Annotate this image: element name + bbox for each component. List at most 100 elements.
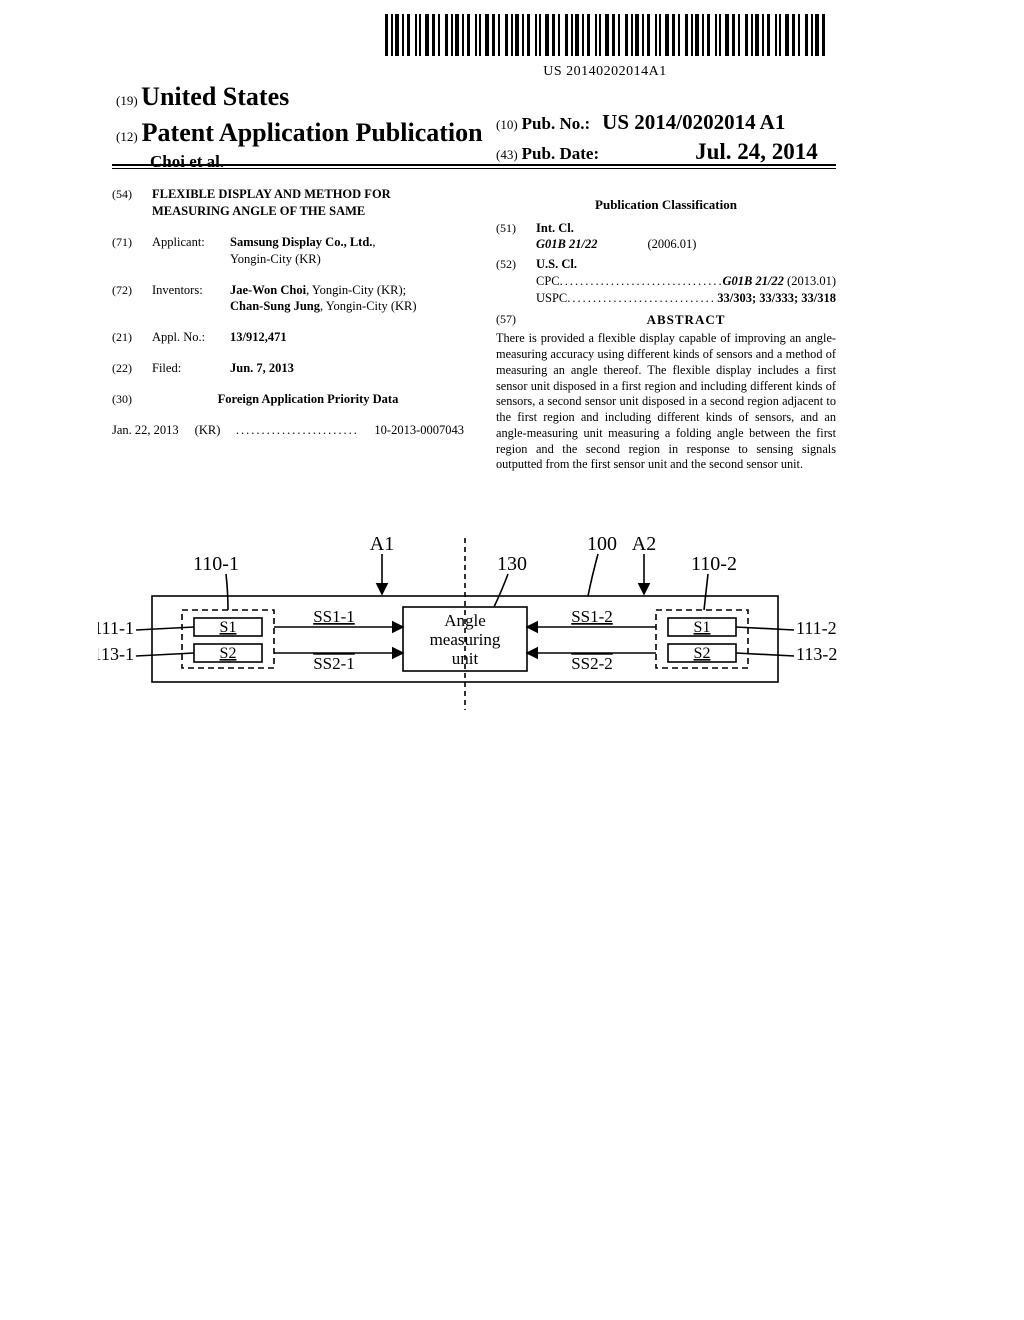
- left-column: (54) FLEXIBLE DISPLAY AND METHOD FOR MEA…: [112, 186, 464, 439]
- leader-111-2: [736, 627, 794, 630]
- country-name: United States: [141, 82, 289, 111]
- label-a2: A2: [632, 534, 656, 555]
- barcode-region: US 20140202014A1: [380, 14, 830, 80]
- field-applicant: (71) Applicant: Samsung Display Co., Ltd…: [112, 234, 464, 268]
- unit-line1: Angle: [444, 611, 486, 630]
- abstract-header: (57) ABSTRACT: [496, 311, 836, 329]
- applicant-label: Applicant:: [152, 234, 230, 268]
- s1-right: S1: [694, 619, 711, 636]
- code-71: (71): [112, 234, 152, 268]
- header-left: (19) United States (12) Patent Applicati…: [116, 82, 483, 172]
- cpc-value: G01B 21/22 (2013.01): [722, 273, 836, 290]
- pubdate-line: (43) Pub. Date: Jul. 24, 2014: [496, 139, 818, 165]
- intcl-code-row: G01B 21/22 (2006.01): [536, 236, 836, 253]
- filed-label: Filed:: [152, 360, 230, 377]
- figure-diagram: A1 100 A2 110-1 130 110-2 111-1 113-1 11…: [98, 534, 838, 714]
- cpc-row: CPC ....................................…: [536, 273, 836, 290]
- field-title: (54) FLEXIBLE DISPLAY AND METHOD FOR MEA…: [112, 186, 464, 220]
- dots: ........................: [220, 422, 374, 439]
- applno-value: 13/912,471: [230, 329, 464, 346]
- label-ss2-1: SS2-1: [313, 654, 355, 673]
- intcl-year: (2006.01): [647, 236, 696, 253]
- field-filed: (22) Filed: Jun. 7, 2013: [112, 360, 464, 377]
- rule-thick: [112, 164, 836, 166]
- document-type: Patent Application Publication: [142, 118, 483, 147]
- label-110-1: 110-1: [193, 553, 239, 575]
- code-21: (21): [112, 329, 152, 346]
- code-54: (54): [112, 186, 152, 220]
- inventor-2: Chan-Sung Jung: [230, 299, 320, 313]
- inventors-label: Inventors:: [152, 282, 230, 316]
- code-19: (19): [116, 93, 138, 108]
- leader-110-1: [226, 574, 228, 610]
- label-113-1: 113-1: [98, 644, 134, 664]
- code-72: (72): [112, 282, 152, 316]
- uspc-label: USPC: [536, 290, 567, 307]
- intcl-row: (51) Int. Cl.: [496, 220, 836, 237]
- field-foreign-hdr: (30) Foreign Application Priority Data: [112, 391, 464, 408]
- figure-svg: A1 100 A2 110-1 130 110-2 111-1 113-1 11…: [98, 534, 838, 714]
- pubno-line: (10) Pub. No.: US 2014/0202014 A1: [496, 110, 818, 135]
- intcl-code: G01B 21/22: [536, 236, 597, 253]
- abstract-label: ABSTRACT: [536, 311, 836, 329]
- priority-date: Jan. 22, 2013: [112, 422, 179, 439]
- code-30: (30): [112, 391, 152, 408]
- title-text: FLEXIBLE DISPLAY AND METHOD FOR MEASURIN…: [152, 186, 464, 220]
- priority-data-row: Jan. 22, 2013 (KR) .....................…: [112, 422, 464, 439]
- barcode-text: US 20140202014A1: [380, 64, 830, 80]
- unit-line3: unit: [452, 649, 479, 668]
- uscl-row: (52) U.S. Cl.: [496, 256, 836, 273]
- header-country-line: (19) United States: [116, 82, 483, 112]
- inventor-2-addr: Yongin-City (KR): [326, 299, 417, 313]
- priority-number: 10-2013-0007043: [374, 422, 464, 439]
- applicant-addr: Yongin-City (KR): [230, 252, 321, 266]
- foreign-hdr: Foreign Application Priority Data: [152, 391, 464, 408]
- leader-113-1: [136, 653, 194, 656]
- leader-113-2: [736, 653, 794, 656]
- authors: Choi et al.: [116, 152, 483, 172]
- pubdate-label: Pub. Date:: [522, 144, 599, 163]
- applicant-value: Samsung Display Co., Ltd., Yongin-City (…: [230, 234, 464, 268]
- leader-130: [494, 574, 508, 607]
- leader-111-1: [136, 627, 194, 630]
- abstract-body: There is provided a flexible display cap…: [496, 331, 836, 473]
- cpc-label: CPC: [536, 273, 560, 290]
- label-113-2: 113-2: [796, 644, 837, 664]
- inventor-1: Jae-Won Choi: [230, 283, 306, 297]
- uscl-label: U.S. Cl.: [536, 256, 577, 273]
- unit-line2: measuring: [430, 630, 501, 649]
- s2-left: S2: [220, 645, 237, 662]
- code-51: (51): [496, 220, 536, 237]
- dots: ..................................: [567, 290, 717, 307]
- pubno-value: US 2014/0202014 A1: [602, 110, 785, 134]
- code-43: (43): [496, 147, 518, 162]
- uspc-row: USPC .................................. …: [536, 290, 836, 307]
- label-a1: A1: [370, 534, 394, 555]
- applicant-name: Samsung Display Co., Ltd.: [230, 235, 372, 249]
- label-111-2: 111-2: [796, 618, 837, 638]
- header-right: (10) Pub. No.: US 2014/0202014 A1 (43) P…: [496, 110, 818, 165]
- header-doctype-line: (12) Patent Application Publication: [116, 118, 483, 148]
- label-111-1: 111-1: [98, 618, 134, 638]
- rule-thin: [112, 168, 836, 169]
- label-130: 130: [497, 553, 527, 575]
- inventor-1-addr: Yongin-City (KR);: [312, 283, 406, 297]
- leader-100: [588, 554, 598, 596]
- applno-label: Appl. No.:: [152, 329, 230, 346]
- intcl-label: Int. Cl.: [536, 220, 574, 237]
- label-ss1-1: SS1-1: [313, 607, 355, 626]
- dots: ......................................: [560, 273, 723, 290]
- label-ss1-2: SS1-2: [571, 607, 613, 626]
- pubdate-value: Jul. 24, 2014: [695, 139, 818, 164]
- code-57: (57): [496, 311, 536, 329]
- filed-value: Jun. 7, 2013: [230, 360, 464, 377]
- barcode-svg: [385, 14, 825, 56]
- label-110-2: 110-2: [691, 553, 737, 575]
- leader-110-2: [704, 574, 708, 610]
- label-ss2-2: SS2-2: [571, 654, 613, 673]
- code-12: (12): [116, 129, 138, 144]
- s2-right: S2: [694, 645, 711, 662]
- priority-country: (KR): [195, 422, 221, 439]
- uspc-value: 33/303; 33/333; 33/318: [717, 290, 836, 307]
- code-22: (22): [112, 360, 152, 377]
